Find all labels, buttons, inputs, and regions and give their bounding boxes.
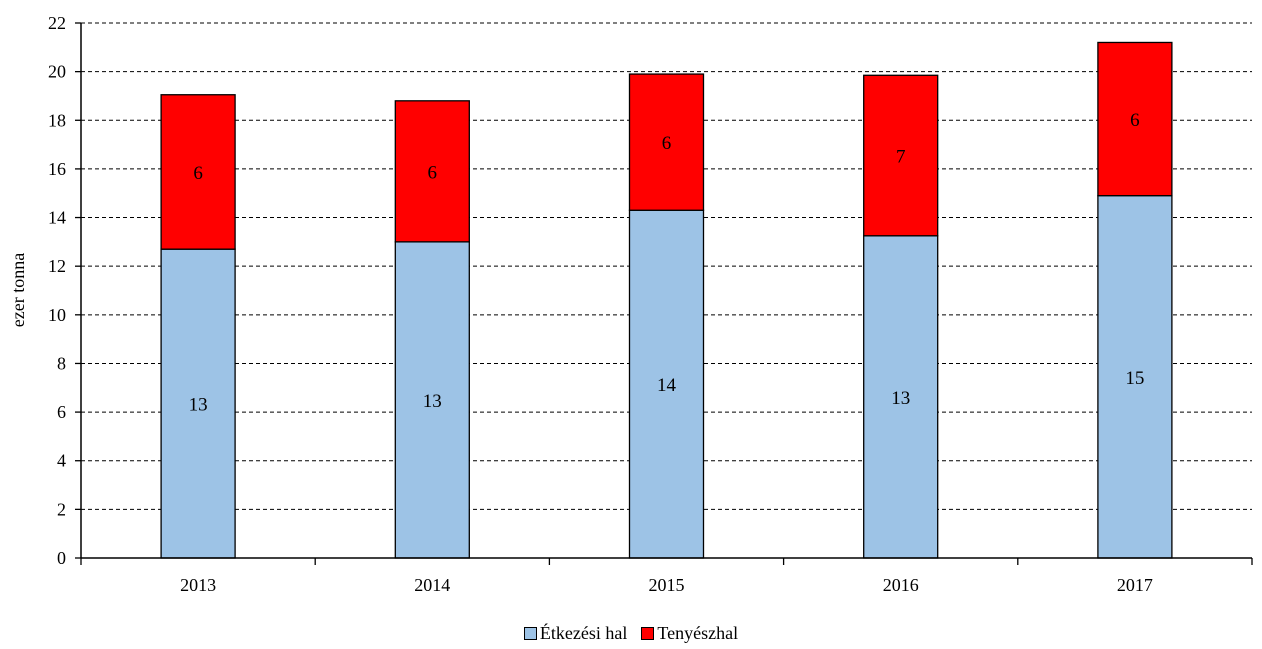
x-tick-label: 2016 [883,575,919,595]
bar-segment [628,73,705,211]
data-labels: 13 6 13 6 14 6 13 7 15 6 [189,110,1145,416]
x-tick-label: 2017 [1117,575,1153,595]
y-axis-title: ezer tonna [8,253,28,327]
legend-label: Étkezési hal [539,623,628,643]
bar-segment [394,241,470,559]
data-label: 6 [662,133,672,154]
data-label: 6 [193,163,203,184]
bar-segment [863,74,939,237]
data-label: 13 [891,388,910,409]
x-tick-label: 2014 [414,575,450,595]
data-label: 15 [1125,368,1144,389]
x-tick-label: 2013 [180,575,216,595]
y-tick-label: 18 [48,110,66,130]
grid-lines [81,22,1252,510]
y-tick-label: 16 [48,159,66,179]
legend: Étkezési hal Tenyészhal [0,624,1262,642]
legend-item-etkezesi: Étkezési hal [523,623,628,643]
bar-segment [1097,41,1173,197]
y-tick-label: 4 [57,451,66,471]
data-label: 13 [189,395,208,416]
axes: 0 2 4 6 8 10 12 14 16 18 20 22 2013 2014 2015 2016 2017 [48,13,1253,595]
y-tick-label: 10 [48,305,66,325]
legend-swatch [641,626,655,640]
y-tick-label: 2 [57,499,66,519]
bar-segment [394,100,470,243]
bars [160,41,1173,559]
legend-swatch [523,626,537,640]
bar-segment [628,209,705,559]
legend-label: Tenyészhal [657,623,739,643]
bar-segment [160,94,236,250]
bar-segment [1097,195,1173,559]
y-tick-label: 14 [48,208,66,228]
data-label: 14 [657,375,677,396]
y-tick-label: 22 [48,13,66,33]
legend-item-tenyeszhal: Tenyészhal [641,624,738,642]
data-label: 7 [896,147,906,168]
y-tick-label: 0 [57,548,66,568]
y-tick-label: 12 [48,256,66,276]
y-tick-label: 6 [57,402,66,422]
data-label: 6 [428,162,438,183]
bar-segment [160,248,236,559]
data-label: 13 [423,391,442,412]
y-tick-label: 8 [57,353,66,373]
x-tick-label: 2015 [649,575,685,595]
data-label: 6 [1130,110,1140,131]
y-tick-label: 20 [48,62,66,82]
